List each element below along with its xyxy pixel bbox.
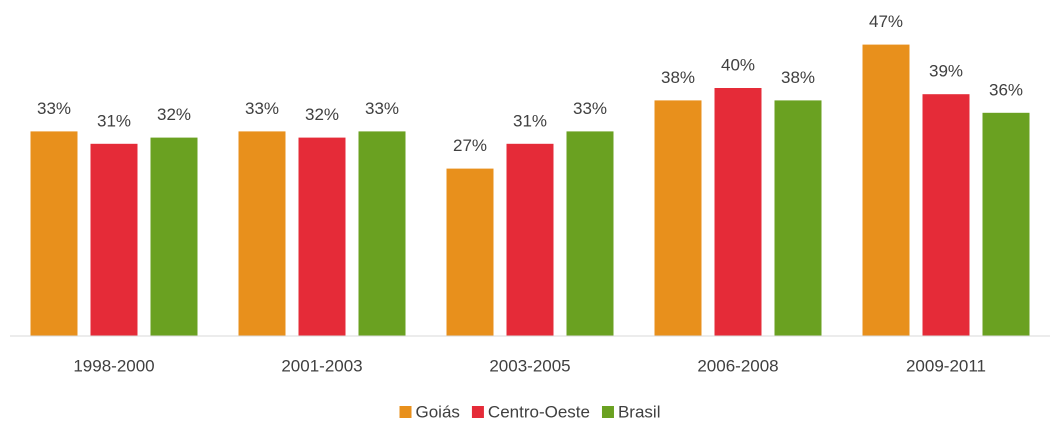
bar: [30, 131, 78, 336]
value-label: 31%: [97, 111, 131, 130]
bar: [238, 131, 286, 336]
legend-label: Centro-Oeste: [488, 402, 590, 421]
value-label: 33%: [37, 99, 71, 118]
legend-label: Brasil: [618, 402, 661, 421]
legend-swatch: [399, 406, 412, 418]
x-tick-label: 2003-2005: [489, 356, 570, 375]
legend: Goiás Centro-Oeste Brasil: [399, 402, 661, 421]
value-label: 27%: [453, 136, 487, 155]
bar: [922, 94, 970, 336]
x-tick-label: 2006-2008: [697, 356, 778, 375]
bar: [446, 168, 494, 336]
bar: [150, 137, 198, 336]
bar: [90, 143, 138, 336]
value-label: 38%: [781, 68, 815, 87]
bar: [298, 137, 346, 336]
bar: [358, 131, 406, 336]
legend-label: Goiás: [416, 402, 460, 421]
value-label: 47%: [869, 12, 903, 31]
value-label: 33%: [573, 99, 607, 118]
value-label: 40%: [721, 55, 755, 74]
value-label: 32%: [305, 105, 339, 124]
bar: [774, 100, 822, 337]
x-tick-label: 2009-2011: [906, 356, 986, 375]
value-label: 32%: [157, 105, 191, 124]
bar: [654, 100, 702, 337]
value-label: 36%: [989, 80, 1023, 99]
value-label: 31%: [513, 111, 547, 130]
bar: [982, 112, 1030, 336]
legend-swatch: [601, 406, 614, 418]
bar: [566, 131, 614, 336]
legend-swatch: [471, 406, 484, 418]
x-tick-label: 1998-2000: [73, 356, 154, 375]
value-label: 33%: [365, 99, 399, 118]
value-label: 33%: [245, 99, 279, 118]
bar: [714, 88, 762, 336]
value-label: 38%: [661, 68, 695, 87]
bar: [862, 44, 910, 336]
x-tick-label: 2001-2003: [281, 356, 362, 375]
bar: [506, 143, 554, 336]
value-label: 39%: [929, 62, 963, 81]
